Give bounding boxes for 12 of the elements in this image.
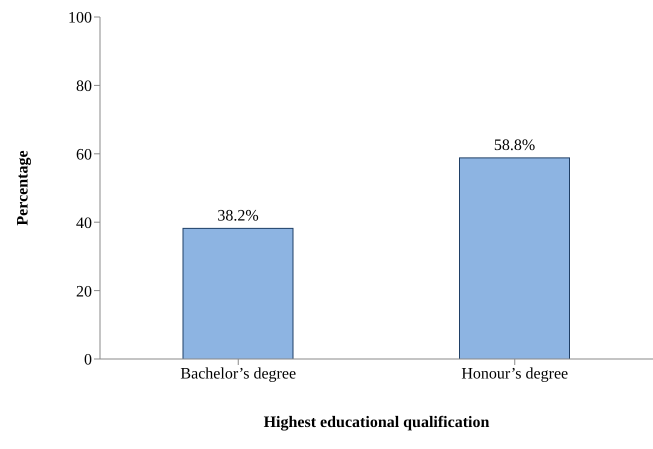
y-tick-label: 40 <box>76 214 92 232</box>
data-label: 38.2% <box>217 207 259 224</box>
x-tick-label: Honour’s degree <box>461 365 568 382</box>
x-tick-label: Bachelor’s degree <box>180 365 296 382</box>
y-tick-label: 100 <box>68 10 92 27</box>
y-tick-label: 0 <box>84 352 92 369</box>
data-label: 58.8% <box>494 136 536 154</box>
y-tick-label: 20 <box>76 283 92 300</box>
x-axis-title: Highest educational qualification <box>264 414 490 431</box>
y-tick-label: 60 <box>76 146 92 164</box>
y-tick-label: 80 <box>76 78 92 96</box>
y-axis-title: Percentage <box>14 150 32 226</box>
